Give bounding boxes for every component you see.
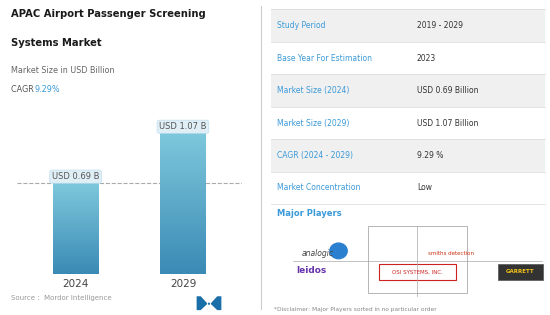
- Polygon shape: [197, 296, 221, 310]
- Text: smiths detection: smiths detection: [428, 251, 475, 256]
- Text: USD 0.69 B: USD 0.69 B: [52, 172, 100, 181]
- Text: APAC Airport Passenger Screening: APAC Airport Passenger Screening: [11, 9, 206, 20]
- Text: 2023: 2023: [417, 54, 436, 63]
- Text: USD 1.07 Billion: USD 1.07 Billion: [417, 118, 478, 128]
- Text: Source :  Mordor Intelligence: Source : Mordor Intelligence: [11, 295, 112, 301]
- Text: 9.29%: 9.29%: [34, 85, 60, 94]
- Text: USD 0.69 Billion: USD 0.69 Billion: [417, 86, 478, 95]
- Text: CAGR (2024 - 2029): CAGR (2024 - 2029): [277, 151, 353, 160]
- Text: leidos: leidos: [296, 266, 326, 275]
- Text: USD 1.07 B: USD 1.07 B: [159, 122, 207, 131]
- Text: Systems Market: Systems Market: [11, 38, 102, 48]
- Text: OSI SYSTEMS, INC.: OSI SYSTEMS, INC.: [392, 269, 443, 274]
- Text: Base Year For Estimation: Base Year For Estimation: [277, 54, 372, 63]
- Text: Market Size (2024): Market Size (2024): [277, 86, 349, 95]
- Text: 9.29 %: 9.29 %: [417, 151, 443, 160]
- Text: GARRETT: GARRETT: [506, 269, 535, 274]
- Text: Low: Low: [417, 183, 432, 192]
- Text: *Disclaimer: Major Players sorted in no particular order: *Disclaimer: Major Players sorted in no …: [274, 307, 437, 312]
- Text: analogic: analogic: [301, 249, 333, 258]
- Text: Market Size (2029): Market Size (2029): [277, 118, 349, 128]
- Circle shape: [330, 243, 347, 259]
- Text: Market Size in USD Billion: Market Size in USD Billion: [11, 66, 114, 75]
- Text: 2019 - 2029: 2019 - 2029: [417, 21, 463, 30]
- Text: Study Period: Study Period: [277, 21, 325, 30]
- Text: Market Concentration: Market Concentration: [277, 183, 360, 192]
- Text: Major Players: Major Players: [277, 209, 341, 218]
- Text: CAGR: CAGR: [11, 85, 36, 94]
